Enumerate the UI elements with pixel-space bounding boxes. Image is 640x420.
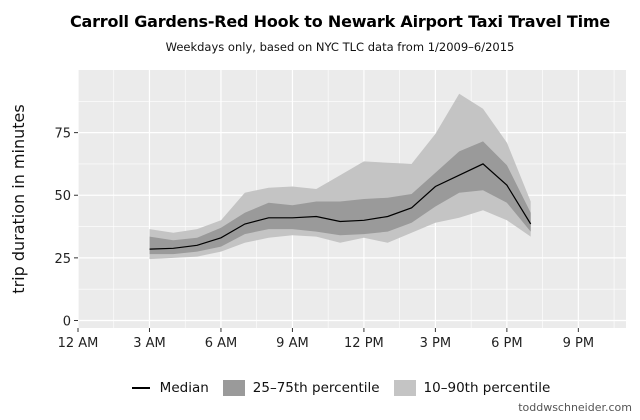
x-tick-label: 6 AM xyxy=(205,336,238,351)
legend-item-median: Median xyxy=(130,380,209,396)
legend-label-median: Median xyxy=(159,380,209,396)
x-tick-label: 12 PM xyxy=(344,336,384,351)
legend-item-iqr: 25–75th percentile xyxy=(222,380,380,396)
credit-text: toddwschneider.com xyxy=(518,401,632,414)
chart-title: Carroll Gardens-Red Hook to Newark Airpo… xyxy=(69,12,611,31)
legend-label-p10-90: 10–90th percentile xyxy=(423,380,551,396)
x-tick-label: 3 AM xyxy=(133,336,166,351)
x-tick-label: 3 PM xyxy=(420,336,451,351)
band-25-75-percentile xyxy=(149,141,531,255)
y-tick-label: 50 xyxy=(54,189,71,204)
legend-label-iqr: 25–75th percentile xyxy=(252,380,380,396)
x-tick-label: 9 PM xyxy=(563,336,594,351)
y-tick-label: 75 xyxy=(54,127,71,142)
legend-swatch-iqr xyxy=(222,380,245,396)
legend-item-p10-90: 10–90th percentile xyxy=(393,380,551,396)
chart-subtitle: Weekdays only, based on NYC TLC data fro… xyxy=(165,40,515,54)
median-line xyxy=(149,163,532,250)
x-tick-label: 6 PM xyxy=(491,336,522,351)
chart-legend: Median 25–75th percentile 10–90th percen… xyxy=(0,380,640,396)
legend-swatch-median xyxy=(130,380,152,396)
x-tick-label: 9 AM xyxy=(276,336,309,351)
legend-swatch-p10-90 xyxy=(393,380,416,396)
y-tick-label: 25 xyxy=(54,252,71,267)
y-axis-label: trip duration in minutes xyxy=(9,104,28,293)
x-tick-label: 12 AM xyxy=(58,336,99,351)
y-tick-label: 0 xyxy=(63,314,71,329)
